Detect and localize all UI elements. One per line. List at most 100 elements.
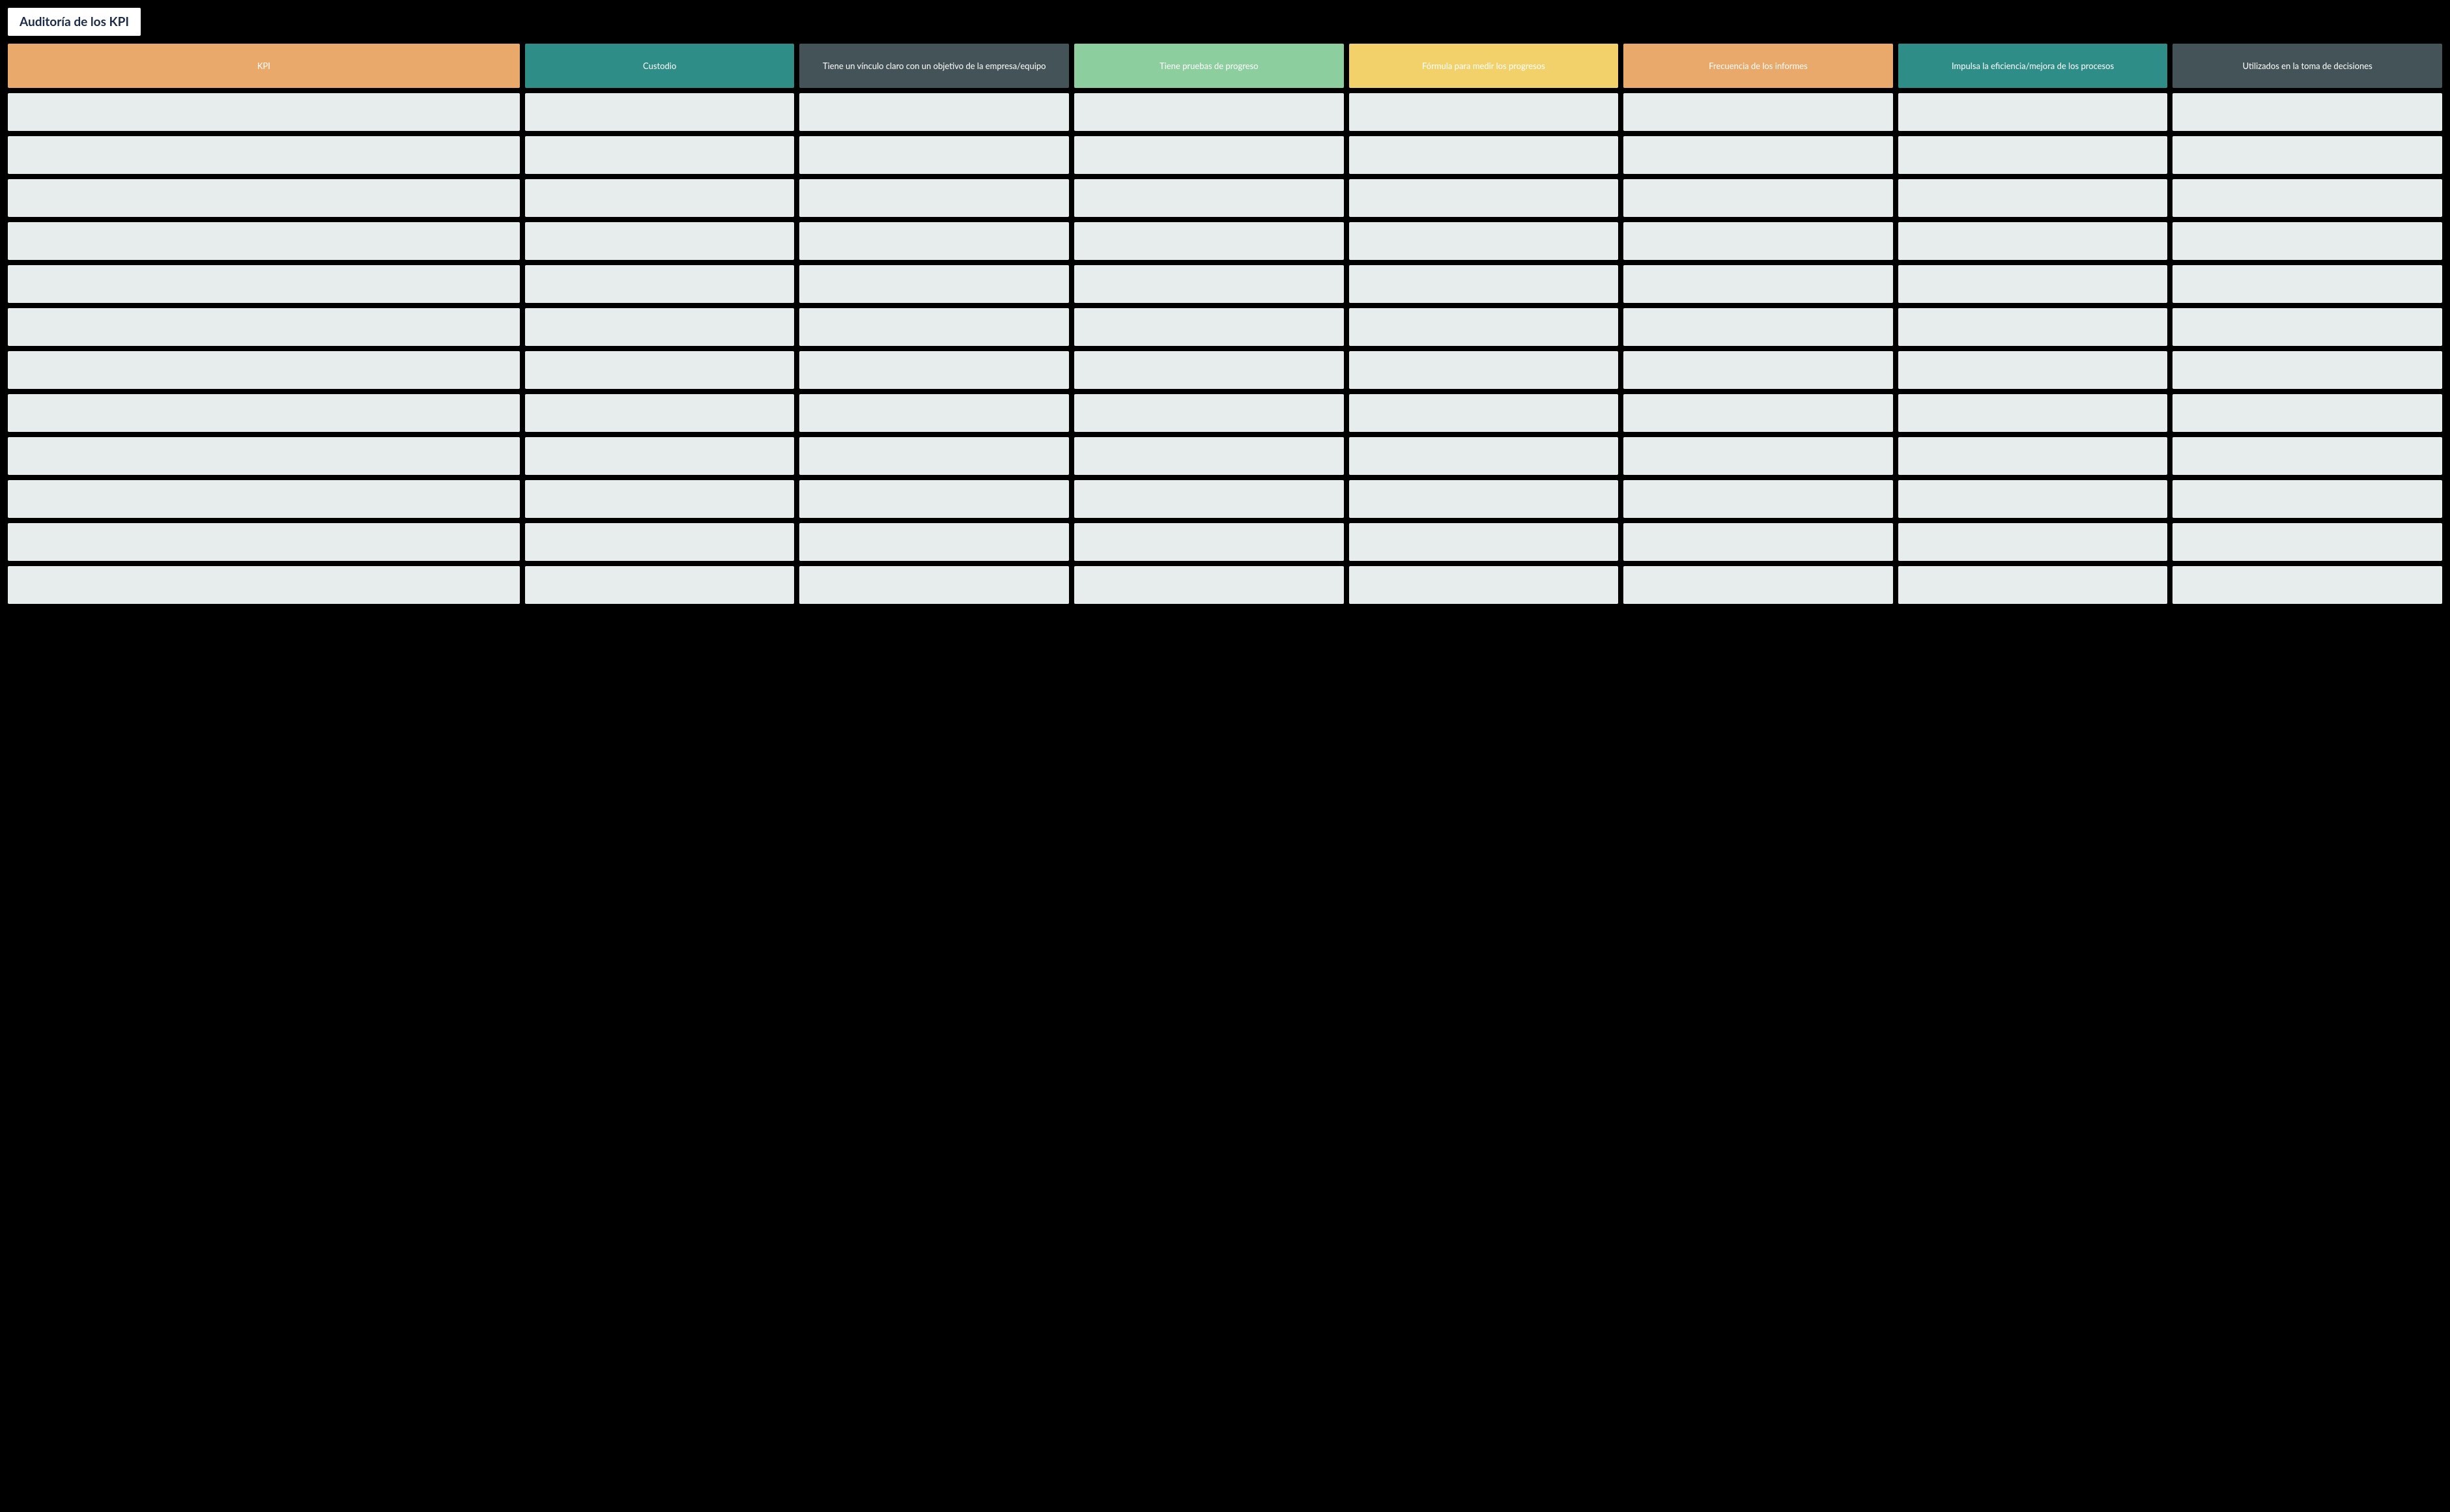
table-cell: [1074, 222, 1344, 260]
kpi-audit-table: KPI Custodio Tiene un vínculo claro con un…: [8, 44, 2442, 604]
table-cell: [8, 136, 520, 174]
table-cell: [2172, 136, 2442, 174]
column-header-3: Tiene pruebas de progreso: [1074, 44, 1344, 88]
table-cell: [8, 437, 520, 475]
title-box: Auditoría de los KPI: [8, 8, 141, 36]
table-cell: [525, 480, 795, 518]
column-header-label: Fórmula para medir los progresos: [1422, 61, 1545, 71]
table-cell: [8, 480, 520, 518]
table-cell: [1074, 437, 1344, 475]
table-cell: [1623, 265, 1893, 303]
column-header-label: Tiene pruebas de progreso: [1160, 61, 1259, 71]
table-cell: [799, 179, 1069, 217]
table-cell: [1074, 265, 1344, 303]
table-cell: [1349, 265, 1619, 303]
table-cell: [1349, 394, 1619, 432]
table-cell: [1623, 566, 1893, 604]
table-cell: [1898, 308, 2168, 346]
table-cell: [2172, 394, 2442, 432]
table-cell: [1898, 179, 2168, 217]
table-cell: [799, 351, 1069, 389]
table-cell: [2172, 480, 2442, 518]
table-cell: [1074, 523, 1344, 561]
column-header-1: Custodio: [525, 44, 795, 88]
column-header-label: Utilizados en la toma de decisiones: [2243, 61, 2372, 71]
table-cell: [525, 437, 795, 475]
table-cell: [1623, 437, 1893, 475]
table-cell: [1074, 179, 1344, 217]
table-cell: [799, 265, 1069, 303]
table-cell: [525, 179, 795, 217]
table-cell: [1074, 93, 1344, 131]
table-cell: [1623, 179, 1893, 217]
table-cell: [1349, 308, 1619, 346]
table-cell: [525, 566, 795, 604]
table-cell: [1898, 222, 2168, 260]
table-cell: [8, 308, 520, 346]
table-cell: [2172, 523, 2442, 561]
table-cell: [1074, 308, 1344, 346]
table-cell: [1898, 93, 2168, 131]
table-cell: [1349, 437, 1619, 475]
table-cell: [8, 523, 520, 561]
table-cell: [525, 351, 795, 389]
table-cell: [1349, 93, 1619, 131]
table-cell: [2172, 566, 2442, 604]
table-cell: [1623, 394, 1893, 432]
table-cell: [8, 566, 520, 604]
table-cell: [1898, 394, 2168, 432]
table-cell: [525, 93, 795, 131]
table-cell: [1898, 566, 2168, 604]
table-cell: [525, 136, 795, 174]
column-header-0: KPI: [8, 44, 520, 88]
column-header-7: Utilizados en la toma de decisiones: [2172, 44, 2442, 88]
page-title: Auditoría de los KPI: [20, 14, 129, 29]
table-cell: [799, 480, 1069, 518]
table-cell: [1623, 136, 1893, 174]
table-cell: [525, 222, 795, 260]
table-cell: [799, 136, 1069, 174]
table-cell: [1623, 480, 1893, 518]
table-cell: [525, 394, 795, 432]
table-cell: [1349, 480, 1619, 518]
table-cell: [1898, 136, 2168, 174]
table-cell: [1898, 480, 2168, 518]
table-cell: [1074, 566, 1344, 604]
table-cell: [525, 523, 795, 561]
table-cell: [8, 222, 520, 260]
table-cell: [1349, 523, 1619, 561]
table-cell: [2172, 93, 2442, 131]
table-cell: [1898, 523, 2168, 561]
table-cell: [1349, 566, 1619, 604]
table-cell: [1349, 222, 1619, 260]
table-cell: [8, 394, 520, 432]
column-header-label: Custodio: [643, 61, 676, 71]
table-cell: [1074, 394, 1344, 432]
column-header-2: Tiene un vínculo claro con un objetivo d…: [799, 44, 1069, 88]
table-cell: [8, 351, 520, 389]
column-header-label: Impulsa la eficiencia/mejora de los proc…: [1952, 61, 2114, 71]
table-cell: [8, 265, 520, 303]
table-cell: [799, 394, 1069, 432]
column-header-4: Fórmula para medir los progresos: [1349, 44, 1619, 88]
column-header-6: Impulsa la eficiencia/mejora de los proc…: [1898, 44, 2168, 88]
table-cell: [799, 523, 1069, 561]
table-cell: [2172, 179, 2442, 217]
table-cell: [1623, 93, 1893, 131]
table-cell: [1349, 136, 1619, 174]
table-cell: [525, 265, 795, 303]
column-header-label: Frecuencia de los informes: [1709, 61, 1808, 71]
table-cell: [1074, 480, 1344, 518]
table-cell: [1074, 136, 1344, 174]
table-cell: [8, 93, 520, 131]
table-cell: [8, 179, 520, 217]
column-header-label: Tiene un vínculo claro con un objetivo d…: [823, 61, 1046, 71]
table-cell: [1898, 437, 2168, 475]
table-cell: [799, 437, 1069, 475]
table-cell: [525, 308, 795, 346]
table-cell: [799, 566, 1069, 604]
table-cell: [2172, 437, 2442, 475]
column-header-label: KPI: [257, 61, 270, 71]
table-cell: [1349, 351, 1619, 389]
table-cell: [799, 93, 1069, 131]
